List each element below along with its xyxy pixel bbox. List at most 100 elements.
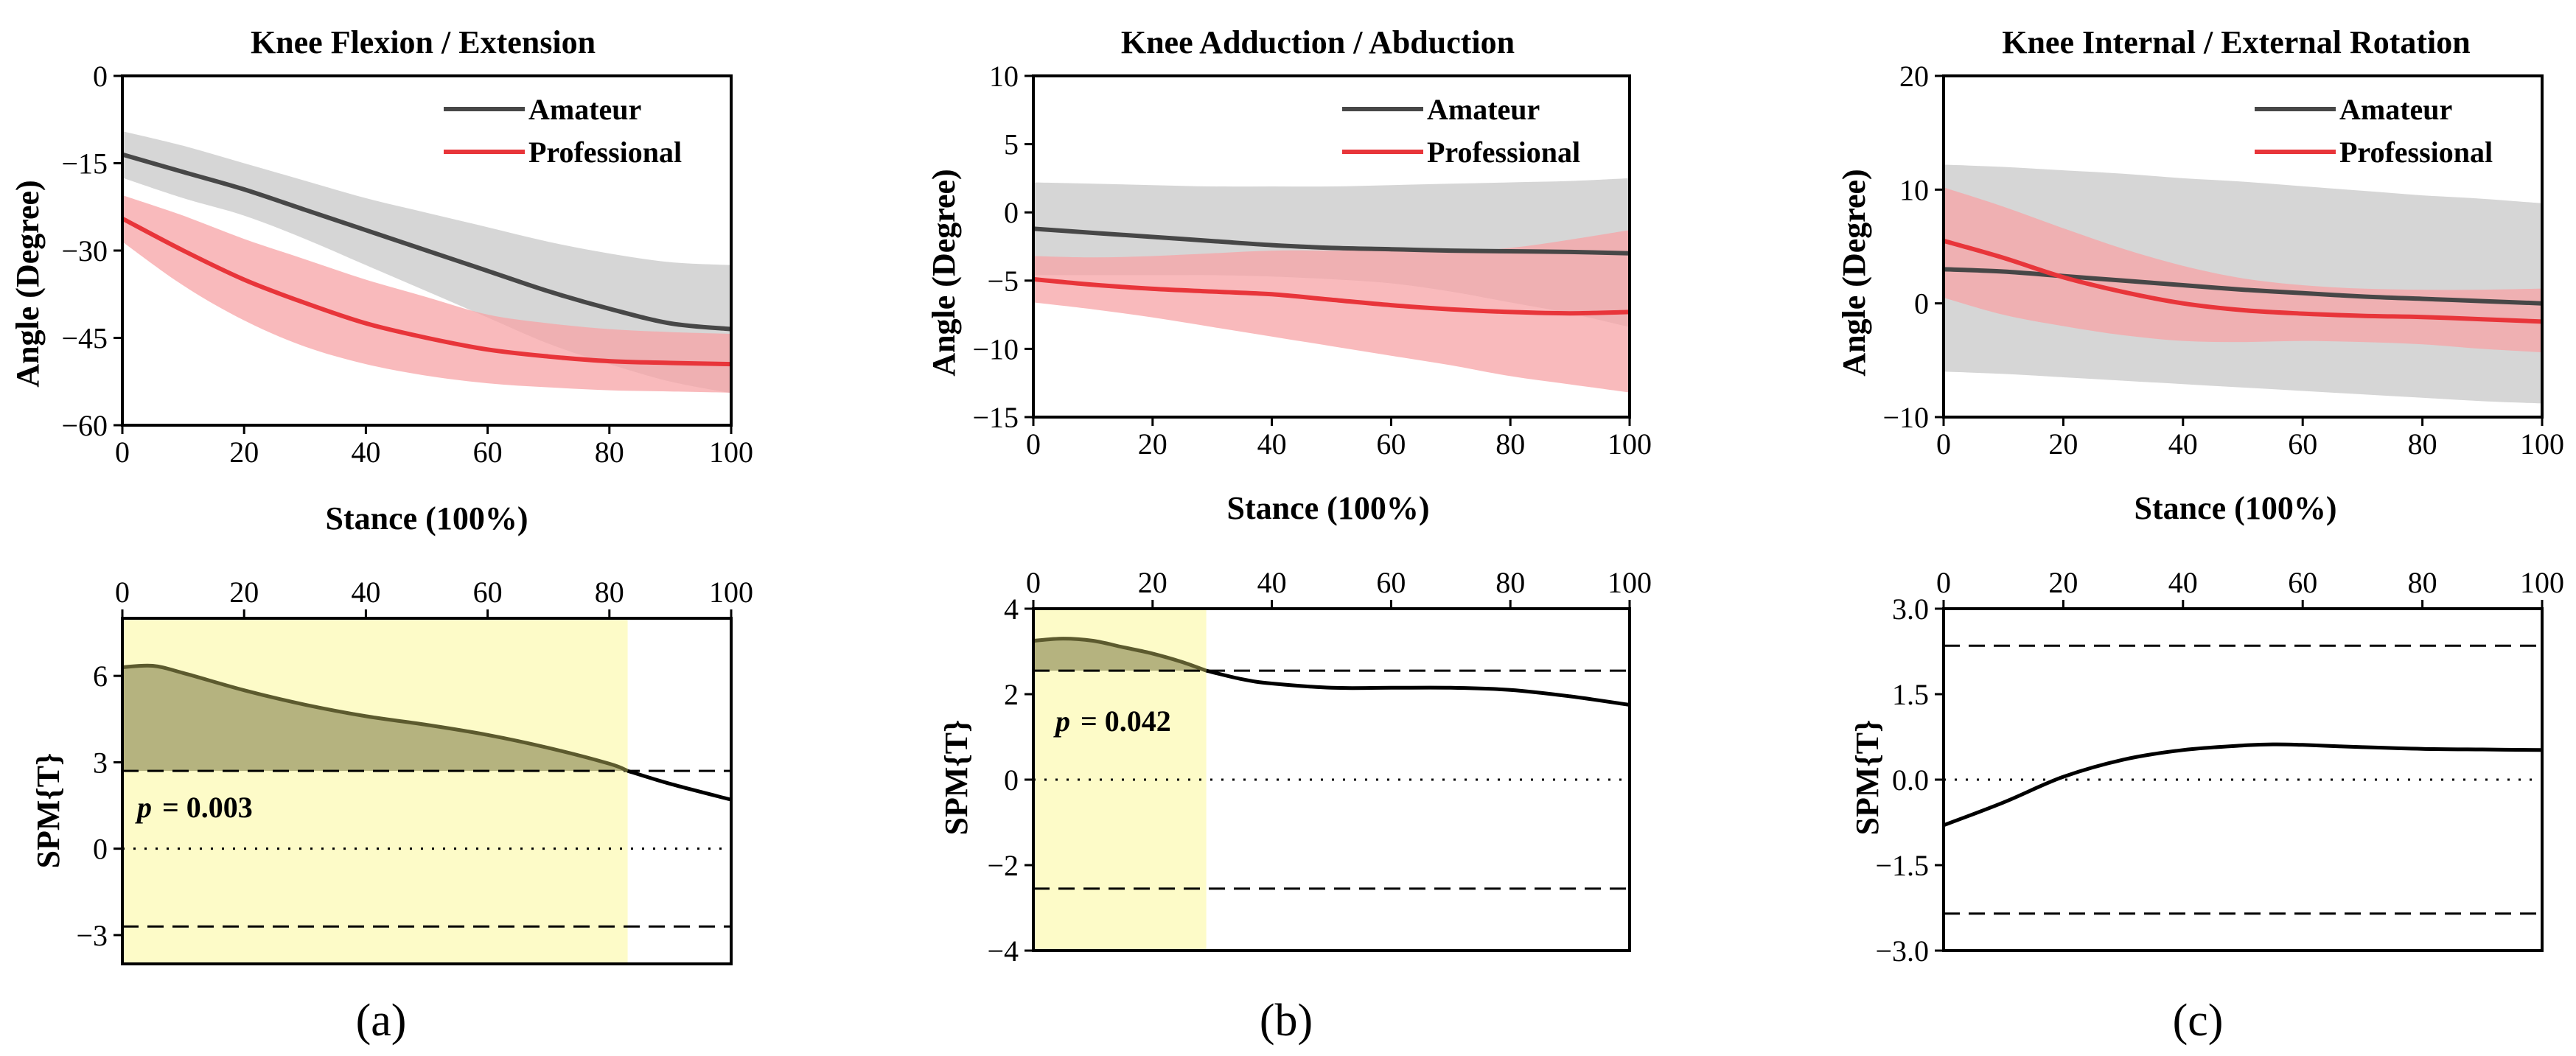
x-tick-label: 40 — [351, 436, 380, 469]
x-tick-label: 40 — [2168, 566, 2198, 599]
ylabel-spm-b: SPM{T} — [938, 720, 974, 836]
y-tick-label: −15 — [972, 401, 1019, 434]
x-tick-label: 40 — [1257, 566, 1287, 599]
y-tick-label: −3.0 — [1875, 934, 1929, 968]
spm-curve-significant — [122, 663, 629, 773]
x-tick-label: 20 — [2048, 566, 2078, 599]
p-letter-a: p — [135, 791, 152, 824]
y-tick-label: 4 — [1004, 592, 1019, 626]
title-knee-rotation: Knee Internal / External Rotation — [2002, 24, 2471, 60]
x-tick-label: 80 — [2408, 566, 2437, 599]
x-tick-label: 80 — [1495, 566, 1525, 599]
x-tick-label: 80 — [1495, 427, 1525, 461]
line-amateur — [1943, 267, 2543, 306]
supra-threshold-cluster — [1033, 638, 1207, 671]
x-tick-label: 60 — [1376, 566, 1406, 599]
p-value-b: p = 0.042 — [1053, 704, 1171, 738]
y-tick-label: 0 — [93, 833, 108, 866]
y-tick-label: −10 — [972, 332, 1019, 366]
y-tick-label: −4 — [987, 934, 1019, 968]
spm-plot-c: 0 20 40 60 80 100 3.0 1.5 0.0 −1.5 −3.0 — [1875, 566, 2564, 968]
title-knee-flexion: Knee Flexion / Extension — [251, 24, 596, 60]
xlabel-c: Stance (100%) — [2135, 490, 2337, 526]
spm-curve — [626, 769, 732, 802]
line-amateur — [122, 152, 732, 332]
legend-label-amateur: Amateur — [2339, 93, 2452, 126]
y-tick-label: 0 — [1004, 763, 1019, 797]
xlabel-b: Stance (100%) — [1227, 490, 1430, 526]
axes-frame — [1032, 74, 1631, 419]
y-tick-label: −10 — [1882, 401, 1929, 434]
y-tick-label: 10 — [989, 60, 1019, 93]
x-tick-label: 20 — [2048, 427, 2078, 461]
x-tick-label: 100 — [1608, 566, 1652, 599]
y-tick-label: 2 — [1004, 678, 1019, 711]
legend-label-professional: Professional — [1427, 136, 1580, 169]
legend-label-professional: Professional — [2339, 136, 2493, 169]
y-tick-label: −5 — [987, 265, 1019, 298]
ylabel-c: Angle (Degree) — [1836, 169, 1872, 376]
p-value-text-b: = 0.042 — [1081, 704, 1171, 738]
x-tick-label: 20 — [1138, 566, 1167, 599]
p-value-text-a: = 0.003 — [162, 791, 253, 824]
y-tick-label: 0.0 — [1892, 763, 1929, 797]
y-tick-label: 0 — [1914, 287, 1929, 321]
spm-plot-a: 0 20 40 60 80 100 6 3 0 −3 — [76, 576, 753, 965]
y-tick-label: −1.5 — [1875, 849, 1929, 882]
x-tick-label: 20 — [1138, 427, 1167, 461]
line-professional — [121, 216, 732, 367]
x-tick-label: 0 — [115, 436, 130, 469]
x-tick-label: 60 — [473, 436, 503, 469]
line-amateur — [1033, 226, 1630, 256]
x-tick-label: 0 — [1936, 427, 1951, 461]
legend-label-amateur: Amateur — [528, 93, 641, 126]
angle-plot-a: 0 20 40 60 80 100 0 −15 −30 −45 −60 Amateur Professi… — [61, 60, 753, 469]
x-tick-label: 80 — [595, 576, 624, 609]
panel-label-b: (b) — [1260, 996, 1313, 1046]
y-tick-label: 0 — [1004, 196, 1019, 229]
x-tick-label: 0 — [1026, 427, 1041, 461]
line-professional — [1943, 238, 2543, 324]
x-tick-label: 80 — [595, 436, 624, 469]
y-tick-label: 6 — [93, 660, 108, 693]
legend-label-amateur: Amateur — [1427, 93, 1540, 126]
x-tick-label: 100 — [709, 576, 753, 609]
band-professional — [122, 195, 731, 393]
x-tick-label: 40 — [1257, 427, 1287, 461]
x-tick-label: 20 — [229, 576, 259, 609]
line-professional — [1033, 276, 1630, 316]
y-tick-label: −60 — [61, 409, 108, 442]
y-tick-label: −2 — [987, 849, 1019, 882]
x-tick-label: 40 — [2168, 427, 2198, 461]
significance-highlight — [122, 618, 628, 964]
axes-frame — [121, 617, 733, 965]
y-tick-label: 3 — [93, 746, 108, 779]
band-professional — [1944, 187, 2542, 352]
x-tick-label: 0 — [115, 576, 130, 609]
y-tick-label: 3.0 — [1892, 592, 1929, 626]
p-value-a: p = 0.003 — [135, 791, 253, 824]
y-tick-label: 0 — [93, 60, 108, 93]
x-tick-label: 60 — [2288, 427, 2317, 461]
x-tick-label: 0 — [1026, 566, 1041, 599]
y-tick-label: 20 — [1899, 60, 1929, 93]
x-tick-label: 100 — [709, 436, 753, 469]
xlabel-a: Stance (100%) — [326, 500, 528, 536]
legend-label-professional: Professional — [528, 136, 682, 169]
x-tick-label: 40 — [351, 576, 380, 609]
spm-curve — [1943, 742, 2543, 828]
x-tick-label: 80 — [2408, 427, 2437, 461]
p-letter-b: p — [1053, 704, 1070, 738]
axes-frame — [1942, 74, 2544, 419]
x-tick-label: 100 — [2520, 427, 2564, 461]
angle-plot-b: 0 20 40 60 80 100 10 5 0 −5 −10 −15 Amateur Professio… — [972, 60, 1652, 461]
y-tick-label: 1.5 — [1892, 678, 1929, 711]
panel-label-a: (a) — [356, 996, 407, 1046]
x-tick-label: 0 — [1936, 566, 1951, 599]
x-tick-label: 100 — [2520, 566, 2564, 599]
x-tick-label: 20 — [229, 436, 259, 469]
x-tick-label: 100 — [1608, 427, 1652, 461]
